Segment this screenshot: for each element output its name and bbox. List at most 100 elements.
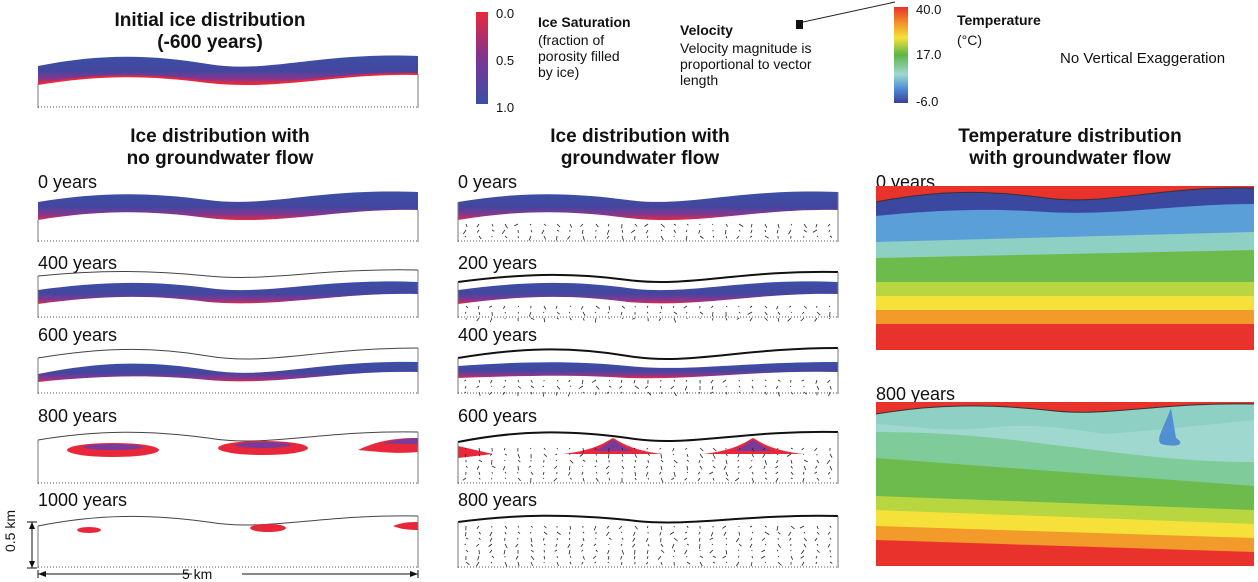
velocity-vector: [505, 478, 506, 479]
velocity-vector: [752, 532, 753, 533]
velocity-vector: [609, 380, 610, 381]
velocity-vector: [531, 472, 533, 475]
velocity-vector: [466, 532, 467, 536]
velocity-vector: [633, 532, 635, 536]
velocity-vector: [622, 230, 623, 233]
velocity-vector: [490, 532, 492, 536]
velocity-vector: [479, 532, 481, 534]
velocity-vector: [674, 318, 676, 323]
velocity-vector: [518, 454, 520, 458]
velocity-vector: [700, 448, 703, 451]
velocity-vector: [621, 312, 622, 315]
velocity-vector: [738, 466, 739, 468]
velocity-vector: [685, 386, 687, 390]
velocity-vector: [505, 224, 508, 228]
velocity-vector: [659, 472, 661, 474]
velocity-vector: [750, 306, 752, 308]
velocity-vector: [830, 562, 832, 563]
velocity-vector: [530, 448, 531, 449]
velocity-vector: [583, 318, 584, 321]
velocity-vector: [477, 386, 480, 388]
velocity-vector: [492, 230, 494, 231]
velocity-vector: [646, 466, 648, 468]
velocity-vector: [621, 562, 622, 565]
velocity-vector: [726, 538, 727, 539]
velocity-vector: [726, 478, 729, 481]
ice-legend-desc-line3: by ice): [538, 64, 620, 80]
velocity-vector: [687, 562, 690, 564]
velocity-vector: [479, 312, 480, 315]
velocity-vector: [646, 562, 648, 564]
velocity-vector: [582, 472, 583, 475]
velocity-vector: [661, 544, 663, 547]
velocity-vector: [789, 230, 792, 234]
velocity-vector: [739, 380, 740, 381]
velocity-vector: [670, 532, 674, 535]
velocity-vector: [556, 460, 557, 461]
velocity-vector: [492, 460, 493, 465]
velocity-vector: [685, 448, 687, 450]
velocity-vector: [518, 380, 519, 382]
velocity-vector: [791, 466, 793, 468]
velocity-vector: [660, 386, 661, 388]
velocity-vector: [580, 454, 583, 457]
velocity-vector: [557, 532, 561, 535]
velocity-vector: [619, 386, 622, 388]
velocity-vector: [531, 392, 532, 394]
velocity-vector: [505, 562, 507, 566]
velocity-vector: [608, 550, 609, 554]
velocity-vector: [505, 538, 506, 541]
velocity-vector: [674, 230, 676, 233]
velocity-vector: [710, 538, 713, 540]
col1-panel-400: [38, 268, 418, 318]
velocity-vector: [777, 306, 779, 309]
velocity-vector: [830, 454, 832, 458]
col2-title: Ice distribution with groundwater flow: [480, 126, 800, 170]
velocity-vector: [621, 380, 622, 383]
velocity-vector: [466, 550, 468, 552]
velocity-vector: [502, 230, 505, 234]
velocity-vector: [815, 472, 818, 474]
velocity-vector: [478, 556, 479, 560]
velocity-vector: [804, 544, 806, 547]
velocity-vector: [765, 318, 768, 321]
velocity-vector: [739, 544, 742, 546]
velocity-legend-desc-line1: Velocity magnitude is: [680, 40, 812, 56]
velocity-vector: [791, 478, 793, 479]
velocity-vector: [479, 538, 480, 540]
velocity-vector: [596, 454, 597, 456]
velocity-vector: [505, 312, 506, 313]
velocity-vector: [738, 454, 739, 457]
velocity-vector: [751, 562, 752, 566]
velocity-vector: [492, 466, 495, 468]
velocity-vector: [713, 236, 714, 238]
velocity-vector: [661, 236, 663, 240]
velocity-vector: [817, 306, 818, 308]
velocity-vector: [516, 556, 518, 560]
velocity-vector: [713, 466, 715, 468]
velocity-vector: [661, 562, 662, 565]
velocity-vector: [776, 472, 778, 474]
velocity-vector: [816, 224, 817, 227]
velocity-vector: [570, 562, 571, 564]
velocity-vector: [647, 550, 648, 554]
col2-panel-400: [458, 344, 838, 394]
velocity-vector: [830, 236, 832, 238]
velocity-vector: [569, 380, 570, 382]
velocity-vector: [518, 532, 520, 534]
velocity-vector: [778, 318, 779, 322]
velocity-vector: [505, 472, 506, 473]
velocity-vector: [490, 318, 492, 322]
velocity-vector: [608, 312, 609, 313]
velocity-vector: [569, 466, 570, 470]
velocity-vector: [622, 550, 624, 555]
velocity-vector: [738, 460, 739, 461]
velocity-vector: [830, 466, 832, 470]
velocity-vector: [594, 526, 596, 530]
velocity-vector: [530, 532, 531, 533]
col1-title-line1: Ice distribution with: [60, 126, 380, 148]
velocity-vector: [752, 472, 753, 474]
velocity-vector: [778, 312, 780, 315]
velocity-vector: [465, 380, 467, 381]
velocity-vector: [570, 526, 571, 530]
